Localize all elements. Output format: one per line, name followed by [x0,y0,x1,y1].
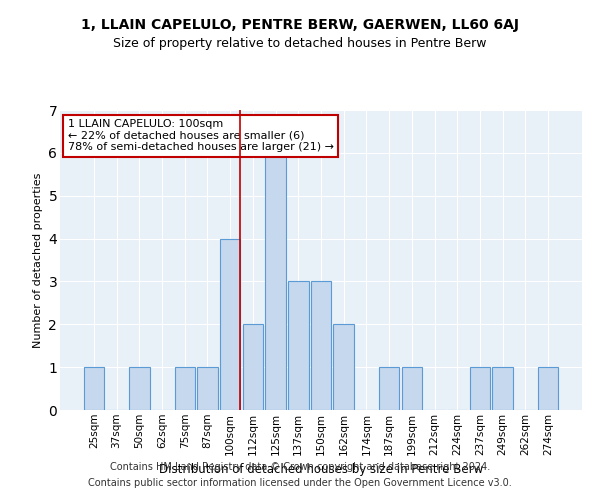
Bar [84,367,104,410]
Text: Contains public sector information licensed under the Open Government Licence v3: Contains public sector information licen… [88,478,512,488]
Bar [311,282,331,410]
Bar [265,153,286,410]
Text: 1, LLAIN CAPELULO, PENTRE BERW, GAERWEN, LL60 6AJ: 1, LLAIN CAPELULO, PENTRE BERW, GAERWEN,… [81,18,519,32]
Bar [334,324,354,410]
Bar [197,367,218,410]
Bar [129,367,149,410]
Bar [401,367,422,410]
Bar [470,367,490,410]
Text: 1 LLAIN CAPELULO: 100sqm
← 22% of detached houses are smaller (6)
78% of semi-de: 1 LLAIN CAPELULO: 100sqm ← 22% of detach… [68,119,334,152]
Y-axis label: Number of detached properties: Number of detached properties [33,172,43,348]
Bar [493,367,513,410]
Text: Size of property relative to detached houses in Pentre Berw: Size of property relative to detached ho… [113,38,487,51]
Bar [220,238,241,410]
Bar [379,367,400,410]
Bar [538,367,558,410]
Text: Contains HM Land Registry data © Crown copyright and database right 2024.: Contains HM Land Registry data © Crown c… [110,462,490,472]
Bar [242,324,263,410]
Bar [175,367,195,410]
Bar [288,282,308,410]
X-axis label: Distribution of detached houses by size in Pentre Berw: Distribution of detached houses by size … [159,463,483,476]
